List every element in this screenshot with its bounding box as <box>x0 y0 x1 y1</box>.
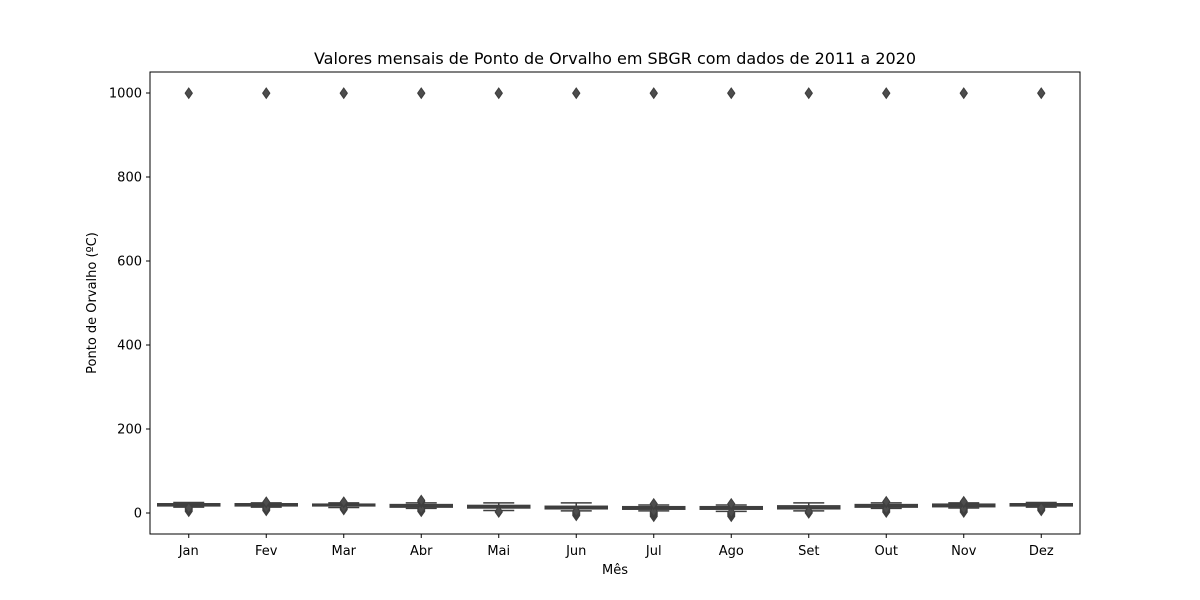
plot-frame <box>149 71 1081 535</box>
outlier-point <box>649 505 658 518</box>
box-dez <box>1009 87 1073 517</box>
y-tick-label: 1000 <box>109 87 142 102</box>
x-tick-label: Mai <box>487 544 510 559</box>
x-axis-label: Mês <box>602 563 628 578</box>
y-axis-label: Ponto de Orvalho (ºC) <box>85 232 100 374</box>
outlier-point <box>262 496 271 508</box>
box-ago <box>699 87 763 523</box>
outlier-point <box>649 497 658 510</box>
y-tick-label: 800 <box>117 171 142 186</box>
outlier-point <box>339 496 348 508</box>
outlier-point <box>804 87 813 99</box>
box-jan <box>157 87 221 518</box>
outlier-point <box>417 502 426 515</box>
box-nov <box>932 87 996 519</box>
outlier-point <box>882 87 891 99</box>
x-tick-label: Fev <box>255 544 278 559</box>
outlier-point <box>494 87 503 99</box>
outlier-point <box>417 494 426 507</box>
outlier-point <box>804 505 813 518</box>
box-out <box>854 87 918 519</box>
x-tick-label: Ago <box>719 544 744 559</box>
outlier-point <box>339 87 348 99</box>
box-mai <box>467 87 531 519</box>
boxes-layer <box>157 87 1073 523</box>
box-fev <box>234 87 298 517</box>
outlier-point <box>572 505 581 518</box>
outlier-point <box>262 87 271 99</box>
x-tick-label: Nov <box>951 544 977 559</box>
y-tick-label: 400 <box>117 339 142 354</box>
y-tick-label: 0 <box>134 507 142 522</box>
x-tick-label: Set <box>798 544 819 559</box>
outlier-point <box>494 505 503 518</box>
x-tick-label: Dez <box>1029 544 1054 559</box>
box-jun <box>544 87 608 522</box>
outlier-point <box>727 87 736 99</box>
outlier-point <box>959 502 968 515</box>
outlier-point <box>882 495 891 508</box>
x-tick-label: Abr <box>410 544 433 559</box>
box-mar <box>312 87 376 516</box>
box-jul <box>622 87 686 523</box>
chart-title: Valores mensais de Ponto de Orvalho em S… <box>314 49 916 68</box>
outlier-point <box>727 506 736 519</box>
x-axis-ticks: Jan Fev Mar Abr Mai Jun Jul Ago Set Out Nov Dez <box>178 534 1054 559</box>
outlier-point <box>1037 502 1046 514</box>
outlier-point <box>417 87 426 99</box>
outlier-point <box>727 497 736 510</box>
box-set <box>777 87 841 519</box>
y-tick-label: 600 <box>117 255 142 270</box>
y-axis-ticks: 0 200 400 600 800 1000 <box>109 87 150 522</box>
outlier-point <box>959 87 968 99</box>
x-tick-label: Jan <box>178 544 199 559</box>
outlier-point <box>649 87 658 99</box>
x-tick-label: Jun <box>565 544 586 559</box>
outlier-point <box>184 87 193 99</box>
x-tick-label: Out <box>874 544 898 559</box>
outlier-point <box>959 495 968 508</box>
outlier-point <box>882 502 891 515</box>
x-tick-label: Jul <box>645 544 662 559</box>
y-tick-label: 200 <box>117 423 142 438</box>
outlier-point <box>572 87 581 99</box>
x-tick-label: Mar <box>331 544 356 559</box>
box-abr <box>389 87 453 518</box>
outlier-point <box>184 502 193 514</box>
outlier-point <box>1037 87 1046 99</box>
